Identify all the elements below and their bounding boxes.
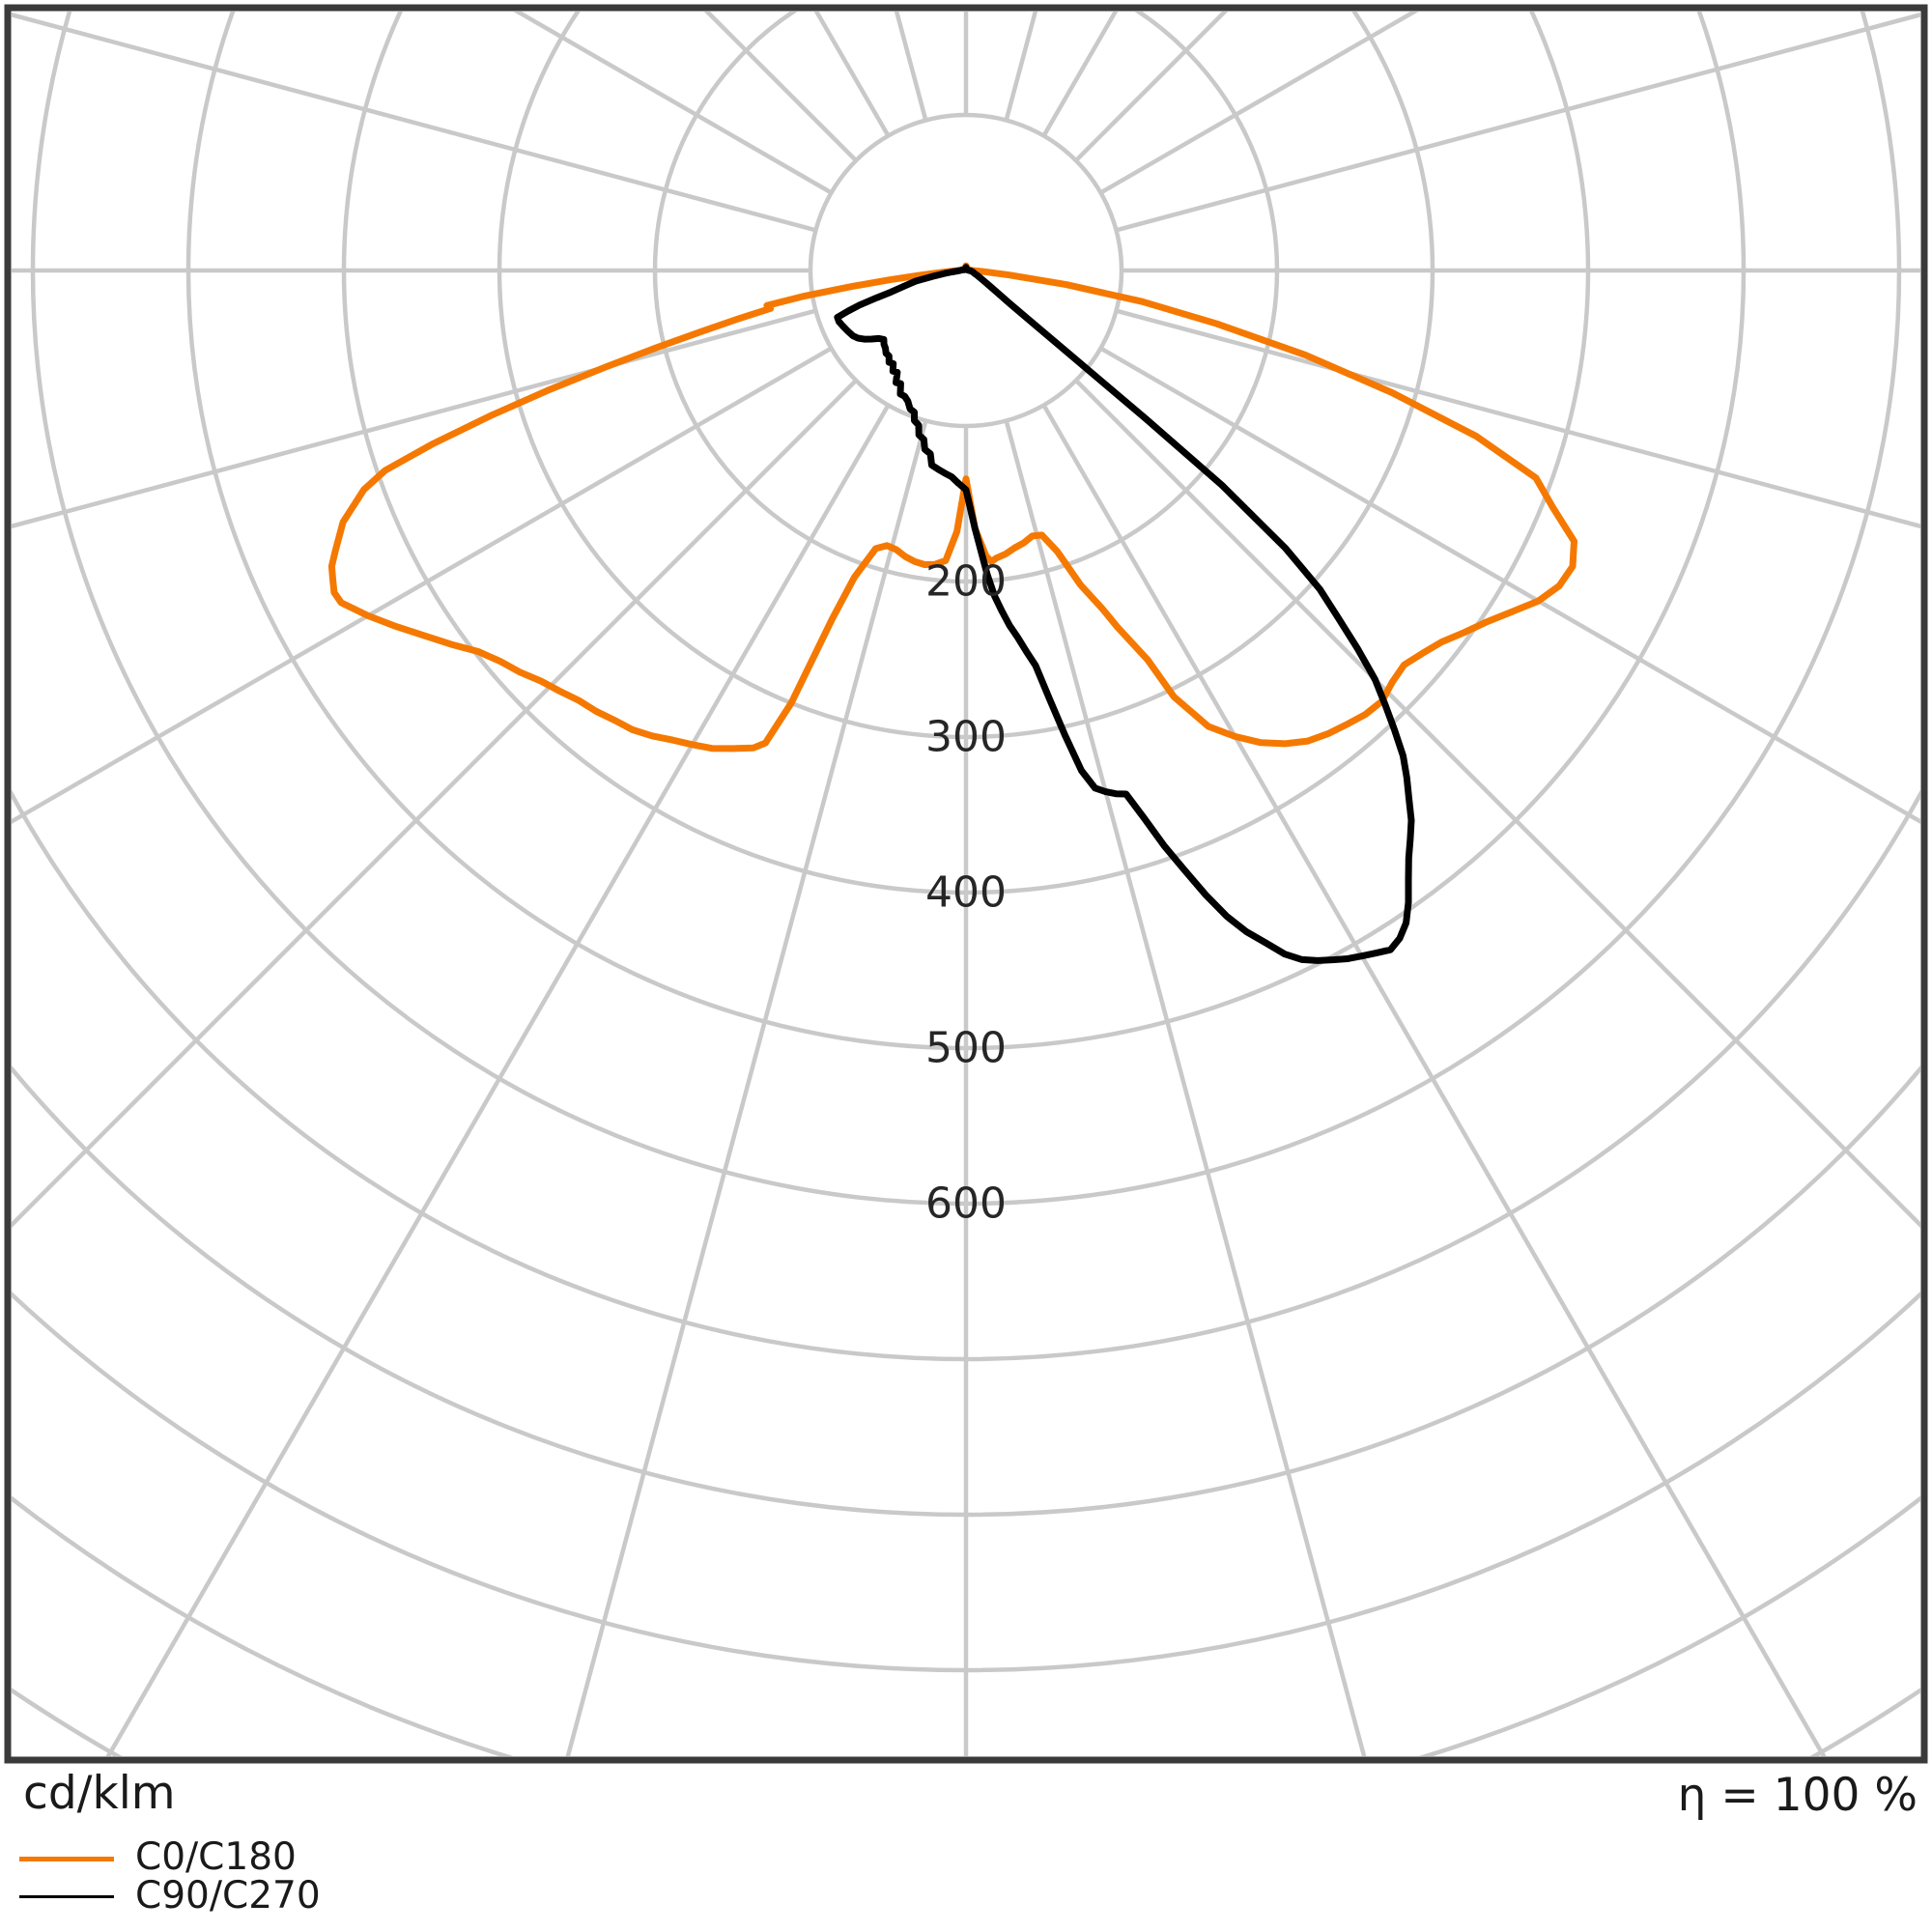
curve-c0-c180 <box>327 262 1577 753</box>
legend-label-c0-c180: C0/C180 <box>135 1835 297 1879</box>
radial-tick-300: 300 <box>925 713 1007 762</box>
curve-c90-c270 <box>834 264 1415 964</box>
legend-swatch-c90-c270-line <box>19 1895 114 1898</box>
intensity-curves <box>327 262 1577 964</box>
radial-tick-400: 400 <box>925 868 1007 918</box>
legend-swatch-c0-c180-line <box>19 1857 114 1861</box>
legend-item-c0-c180: C0/C180 <box>0 1838 580 1877</box>
radial-tick-200: 200 <box>925 557 1007 607</box>
plot-frame <box>4 4 1928 1764</box>
radial-unit-label: cd/klm <box>23 1767 176 1820</box>
radial-tick-600: 600 <box>925 1179 1007 1229</box>
efficiency-label: η = 100 % <box>1677 1769 1918 1822</box>
legend-item-c90-c270: C90/C270 <box>0 1877 580 1916</box>
radial-axis-tick-labels: 200 300 400 500 600 <box>925 557 1007 1229</box>
legend-label-c90-c270: C90/C270 <box>135 1874 321 1918</box>
radial-tick-500: 500 <box>925 1024 1007 1073</box>
